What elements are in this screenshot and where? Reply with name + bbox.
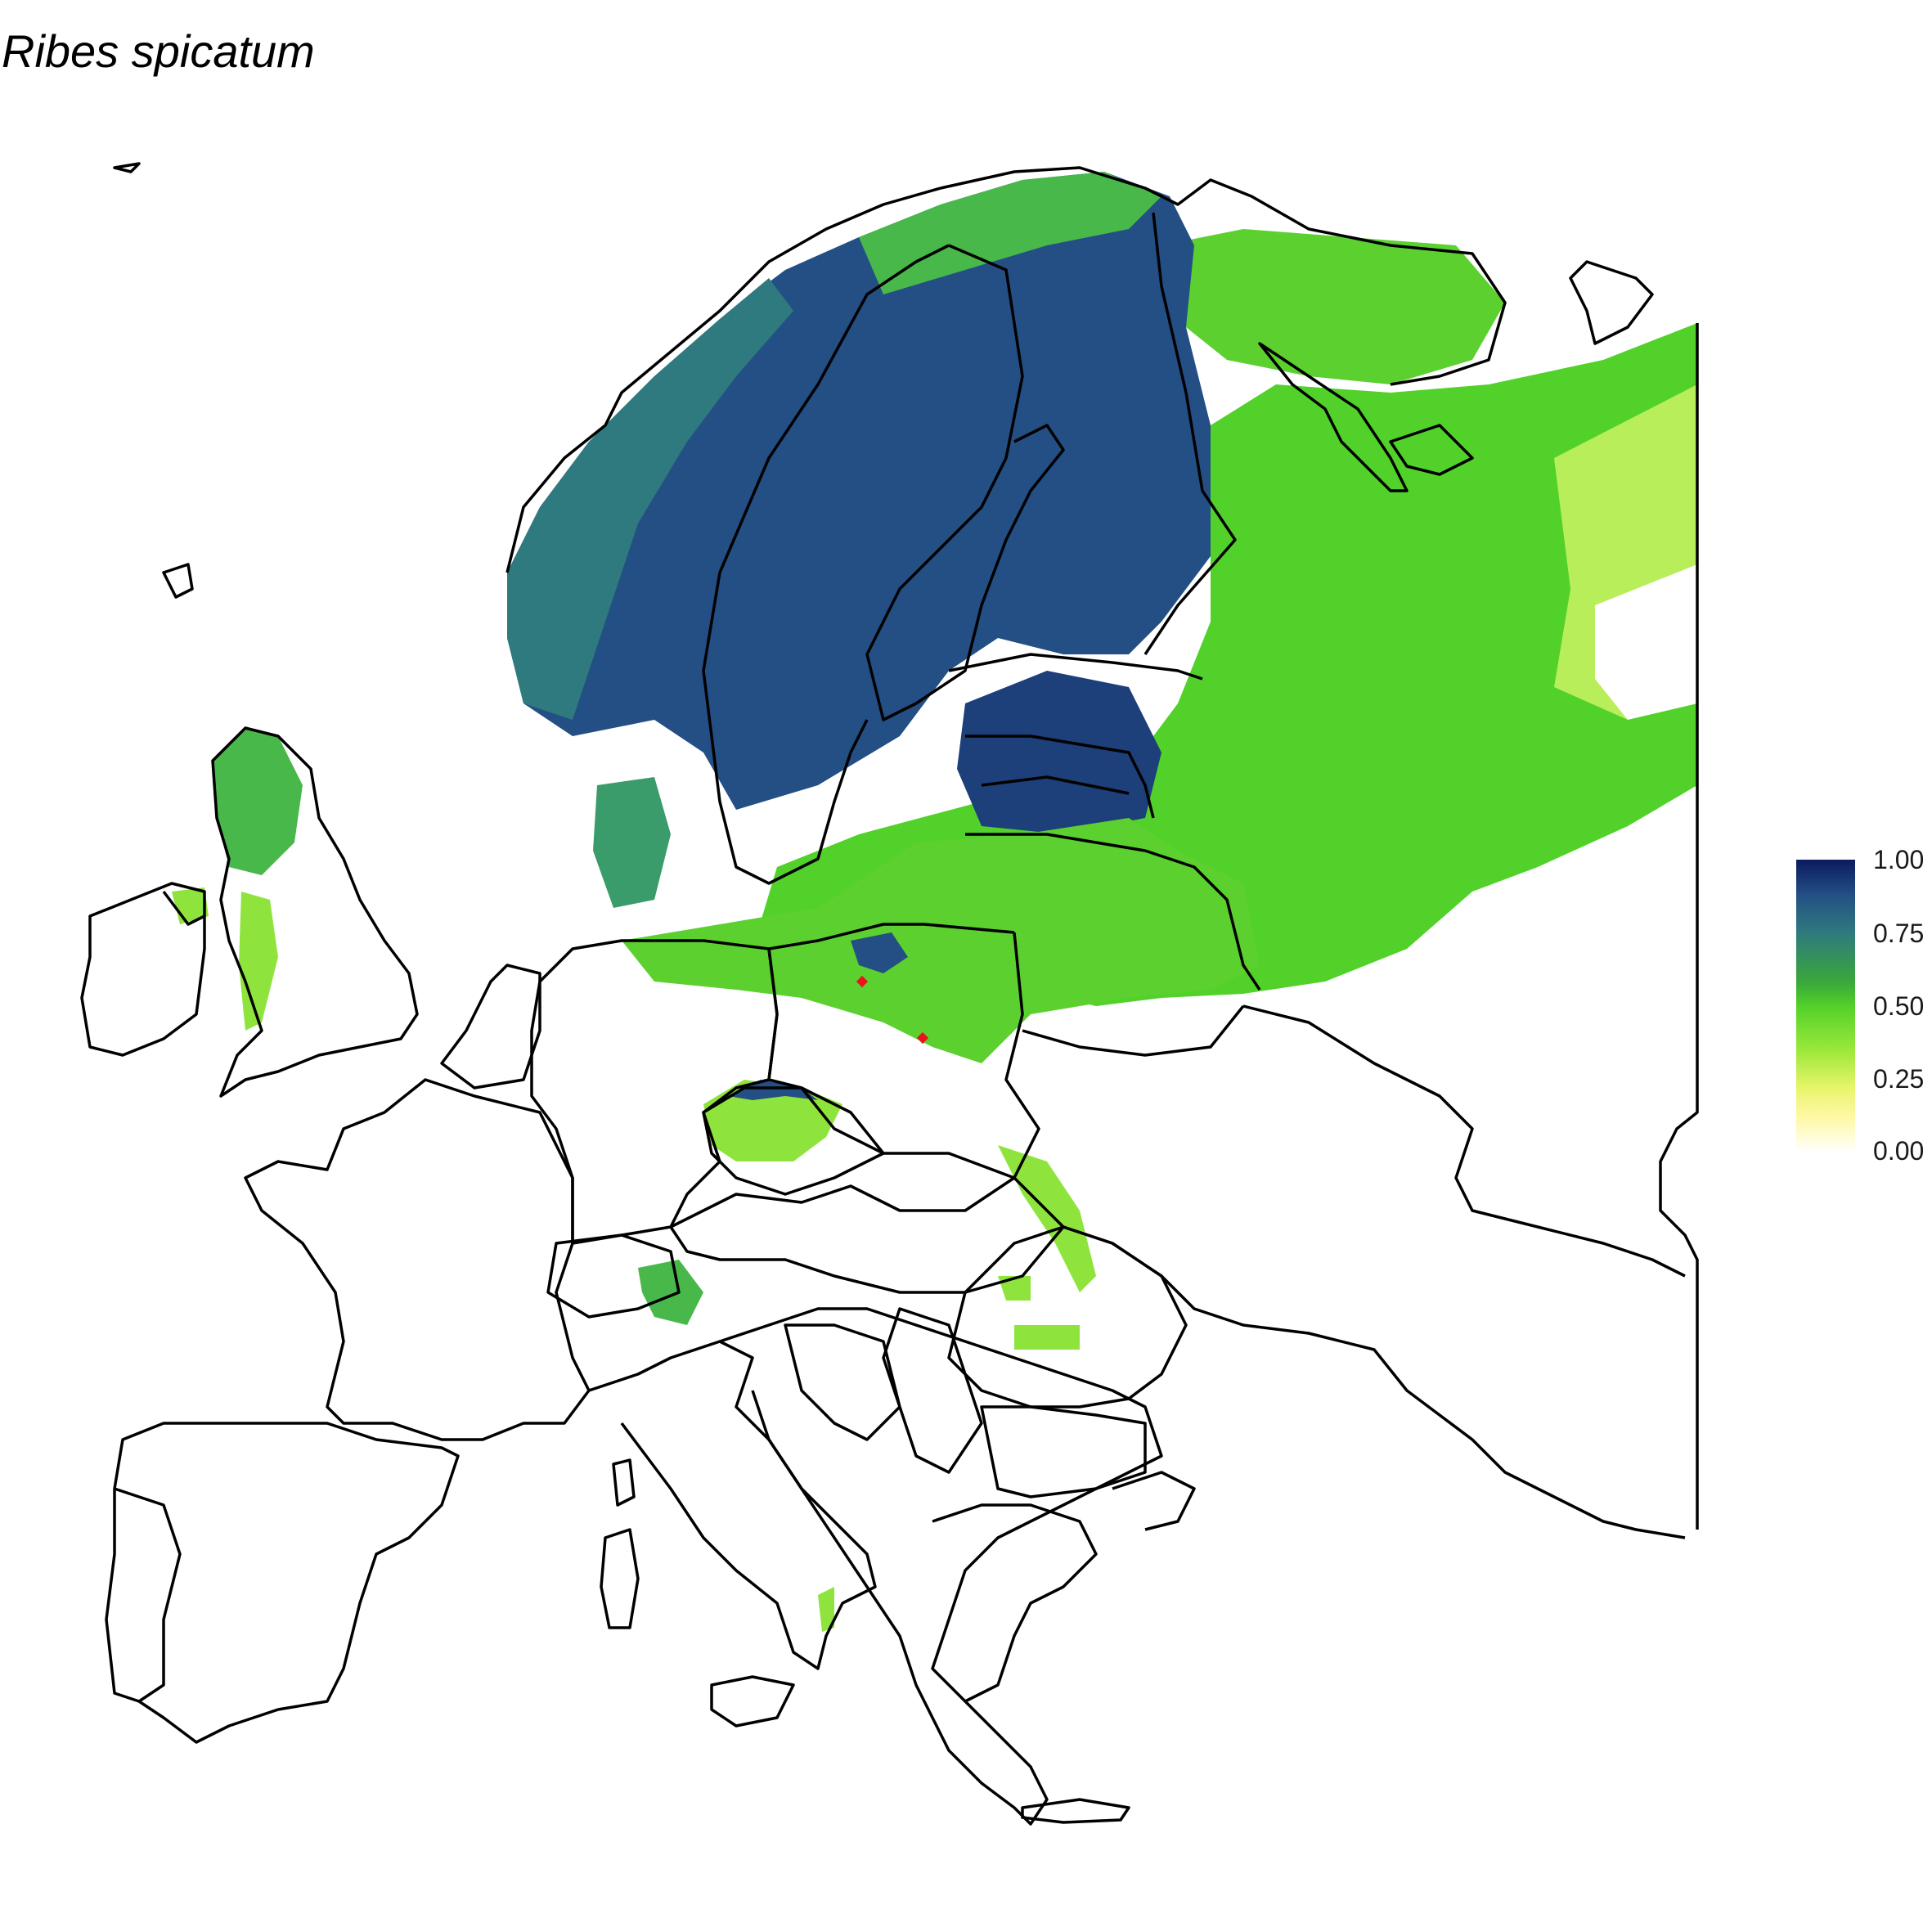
suitability-pomerania bbox=[851, 932, 908, 973]
border-belarus-ukraine bbox=[1022, 1004, 1245, 1057]
border-ukraine-north-east bbox=[1242, 1004, 1686, 1278]
coastline-white-sea bbox=[1258, 342, 1409, 492]
coastline-sardinia bbox=[600, 1528, 640, 1629]
coastline-sicily bbox=[710, 1675, 795, 1728]
coastline-finland-south bbox=[948, 653, 1203, 681]
suitability-italy-south bbox=[818, 1587, 834, 1632]
suitability-kola bbox=[1161, 229, 1505, 384]
coastline-norway bbox=[505, 166, 1507, 573]
suitability-norway-coast bbox=[507, 278, 793, 720]
suitability-carpathians bbox=[998, 1145, 1096, 1292]
border-croatia-bosnia bbox=[784, 1323, 901, 1441]
border-bulgaria bbox=[980, 1405, 1147, 1498]
border-norway-sweden bbox=[702, 244, 950, 737]
legend-tick bbox=[1858, 933, 1868, 935]
border-baltics bbox=[965, 735, 1155, 819]
border-netherlands-belgium bbox=[440, 964, 541, 1090]
suitability-denmark bbox=[593, 777, 671, 908]
legend-tick bbox=[1858, 1079, 1868, 1081]
border-lithuania bbox=[965, 833, 1146, 852]
legend-label-0-25: 0.25 bbox=[1873, 1064, 1925, 1094]
country-borders bbox=[80, 162, 1699, 1826]
border-russia-east-edge bbox=[1659, 323, 1699, 1530]
border-poland-east bbox=[1004, 932, 1040, 1179]
coastline-corsica bbox=[612, 1458, 636, 1507]
border-belarus-russia bbox=[1144, 849, 1261, 991]
suitability-raster bbox=[172, 172, 1697, 1632]
suitability-white-east bbox=[1595, 564, 1697, 720]
map-title: Ribes spicatum bbox=[2, 25, 315, 77]
legend-label-0-75: 0.75 bbox=[1873, 919, 1925, 948]
coastline-iceland-fragment bbox=[162, 563, 194, 599]
coastline-great-britain bbox=[211, 726, 419, 1098]
suitability-legend: 1.00 0.75 0.50 0.25 0.00 bbox=[1796, 847, 1927, 1166]
border-ukraine-south bbox=[1063, 1225, 1686, 1539]
occurrence-points bbox=[856, 975, 929, 1045]
border-switzerland bbox=[546, 1233, 681, 1319]
legend-tick bbox=[1858, 1151, 1868, 1152]
border-northern-ireland bbox=[162, 890, 205, 926]
legend-label-0-00: 0.00 bbox=[1873, 1136, 1925, 1166]
suitability-britain-west bbox=[239, 892, 278, 1031]
coastline-faroe-fragment bbox=[113, 162, 141, 173]
occurrence-point bbox=[916, 1031, 929, 1045]
border-greece bbox=[932, 1503, 1098, 1703]
legend-label-0-50: 0.50 bbox=[1873, 991, 1925, 1021]
suitability-alps bbox=[638, 1260, 703, 1325]
border-iberia bbox=[105, 1422, 460, 1744]
border-sweden-finland bbox=[948, 244, 1024, 459]
border-czech bbox=[702, 1086, 885, 1196]
species-distribution-map bbox=[80, 162, 1699, 1826]
coastline-ireland bbox=[80, 882, 206, 1057]
border-poland-north bbox=[768, 923, 1015, 950]
suitability-romania-south bbox=[1014, 1325, 1080, 1350]
suitability-scandinavia bbox=[507, 172, 1211, 810]
border-finland-russia bbox=[1143, 212, 1237, 655]
coastline-kanin bbox=[1569, 260, 1654, 345]
legend-tick bbox=[1858, 1006, 1868, 1008]
coastline-italy bbox=[588, 1340, 877, 1670]
suitability-belarus-poland bbox=[622, 818, 1260, 1063]
coastline-sweden-south bbox=[710, 719, 869, 885]
border-austria-hungary bbox=[669, 1176, 1065, 1294]
suitability-north-cape bbox=[859, 172, 1161, 294]
border-france bbox=[244, 1078, 591, 1441]
coastline-onega-bay bbox=[1389, 424, 1474, 476]
border-balkans bbox=[719, 1307, 1163, 1826]
border-romania bbox=[947, 1225, 1188, 1409]
border-serbia bbox=[882, 1307, 983, 1474]
suitability-scotland bbox=[213, 728, 303, 875]
legend-color-bar bbox=[1796, 860, 1855, 1152]
suitability-czech bbox=[703, 1080, 842, 1161]
border-portugal bbox=[114, 1487, 182, 1703]
legend-label-1-00: 1.00 bbox=[1873, 845, 1925, 874]
coastline-gulf-bothnia bbox=[865, 424, 1065, 721]
coastline-crete bbox=[1021, 1798, 1130, 1824]
border-germany bbox=[530, 939, 779, 1245]
legend-tick bbox=[1858, 860, 1868, 862]
border-estonia-latvia bbox=[981, 775, 1130, 795]
border-turkey-thrace bbox=[1112, 1471, 1196, 1531]
suitability-baltics bbox=[957, 671, 1161, 834]
occurrence-point bbox=[856, 975, 869, 988]
